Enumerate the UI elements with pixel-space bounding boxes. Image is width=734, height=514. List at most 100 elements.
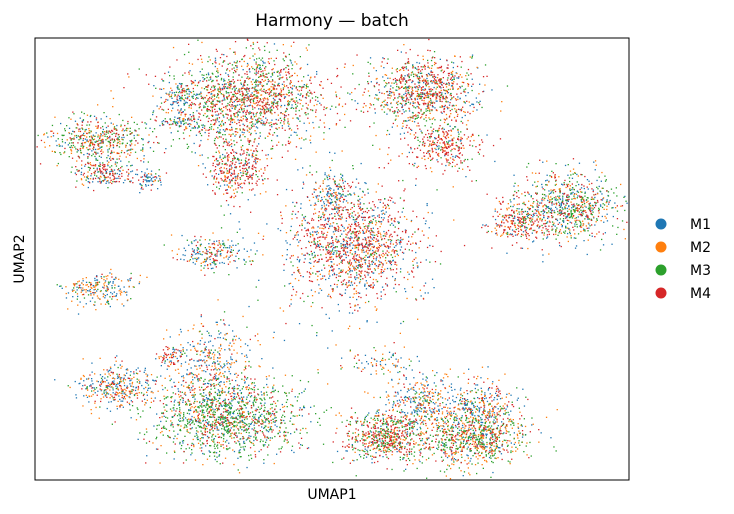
point xyxy=(582,220,584,222)
point xyxy=(444,98,447,100)
point xyxy=(171,386,173,388)
point xyxy=(99,147,101,149)
point xyxy=(201,154,203,156)
point xyxy=(427,66,429,68)
point xyxy=(354,251,356,253)
point xyxy=(337,187,339,190)
point xyxy=(342,240,345,243)
point xyxy=(405,432,407,434)
point xyxy=(184,119,186,121)
point xyxy=(200,315,202,318)
point xyxy=(107,154,109,157)
point xyxy=(340,293,342,296)
point xyxy=(247,199,249,201)
point xyxy=(119,398,121,401)
point xyxy=(526,442,528,444)
point xyxy=(261,419,263,421)
point xyxy=(361,196,363,198)
point xyxy=(497,395,499,397)
point xyxy=(217,433,219,435)
point xyxy=(183,88,185,90)
point xyxy=(91,378,93,380)
point xyxy=(196,253,198,255)
point xyxy=(128,402,130,404)
point xyxy=(185,128,187,130)
point xyxy=(272,105,274,107)
point xyxy=(550,199,552,201)
point xyxy=(274,95,276,98)
point xyxy=(371,458,373,460)
point xyxy=(545,195,547,197)
point xyxy=(364,182,366,184)
point xyxy=(475,456,477,458)
point xyxy=(258,418,260,420)
point xyxy=(495,388,498,390)
point xyxy=(216,103,218,106)
point xyxy=(222,87,224,89)
point xyxy=(469,460,471,462)
point xyxy=(250,149,252,151)
point xyxy=(614,207,617,209)
point xyxy=(550,207,552,209)
point xyxy=(508,214,510,216)
point xyxy=(241,426,243,428)
point xyxy=(317,100,319,102)
point xyxy=(191,242,193,245)
point xyxy=(441,106,443,108)
point xyxy=(120,381,122,383)
point xyxy=(385,410,387,412)
point xyxy=(135,419,138,421)
point xyxy=(490,446,492,448)
point xyxy=(229,414,231,416)
point xyxy=(274,402,277,404)
point xyxy=(193,394,195,397)
point xyxy=(78,130,80,132)
point xyxy=(574,172,576,174)
point xyxy=(181,375,183,378)
point xyxy=(574,223,576,225)
point xyxy=(222,129,225,131)
point xyxy=(219,157,221,159)
point xyxy=(131,381,134,384)
point xyxy=(82,147,84,149)
point xyxy=(383,217,385,219)
point xyxy=(415,251,417,254)
point xyxy=(171,354,173,356)
point xyxy=(452,395,454,397)
point xyxy=(202,126,204,128)
point xyxy=(403,366,405,369)
point xyxy=(438,427,440,429)
point xyxy=(463,433,465,435)
point xyxy=(542,254,544,256)
point xyxy=(418,396,420,398)
point xyxy=(364,283,366,285)
point xyxy=(322,275,324,277)
point xyxy=(101,149,103,151)
point xyxy=(236,352,238,354)
point xyxy=(575,245,578,247)
point xyxy=(267,154,269,156)
point xyxy=(587,239,589,241)
point xyxy=(318,187,320,189)
point xyxy=(214,368,216,370)
point xyxy=(336,427,338,430)
point xyxy=(601,215,603,218)
point xyxy=(587,218,589,220)
point xyxy=(568,227,570,230)
point xyxy=(238,88,241,90)
point xyxy=(400,357,402,359)
point xyxy=(99,175,102,177)
point xyxy=(313,251,315,254)
point xyxy=(379,440,381,442)
point xyxy=(229,70,231,72)
point xyxy=(252,152,254,154)
point xyxy=(416,90,419,92)
point xyxy=(442,383,444,386)
point xyxy=(225,256,227,258)
point xyxy=(273,414,275,416)
point xyxy=(377,183,379,185)
point xyxy=(216,426,218,428)
point xyxy=(424,385,426,387)
point xyxy=(291,106,293,109)
point xyxy=(308,199,311,202)
